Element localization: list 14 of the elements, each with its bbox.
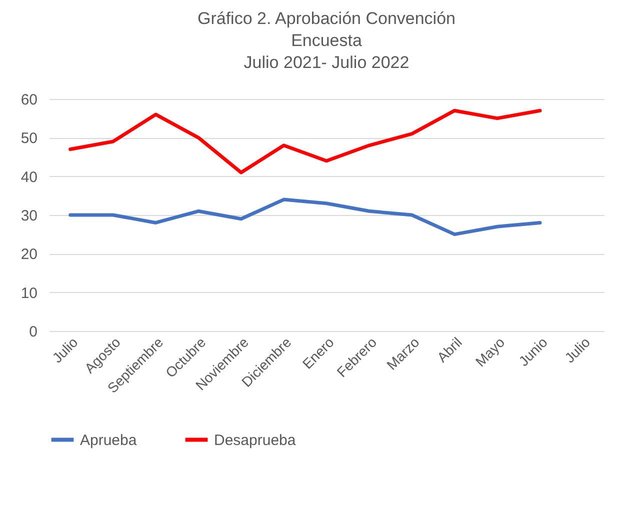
y-tick-label: 40 — [20, 168, 38, 186]
y-tick-label: 20 — [20, 246, 38, 264]
y-tick-label: 60 — [20, 92, 38, 108]
y-tick-label: 50 — [20, 130, 38, 148]
y-tick-label: 0 — [29, 324, 38, 340]
chart-title: Gráfico 2. Aprobación Convención Encuesta Julio 2021- Julio 2022 — [198, 9, 456, 72]
legend-label: Desaprueba — [214, 432, 296, 449]
legend-label: Aprueba — [80, 432, 138, 449]
x-tick-label: Julio — [49, 334, 81, 366]
line-series — [68, 108, 542, 174]
y-tick-label: 30 — [20, 208, 38, 224]
line-series — [68, 198, 542, 236]
y-tick-label: 10 — [20, 284, 38, 302]
x-tick-label: Julio — [561, 334, 594, 366]
